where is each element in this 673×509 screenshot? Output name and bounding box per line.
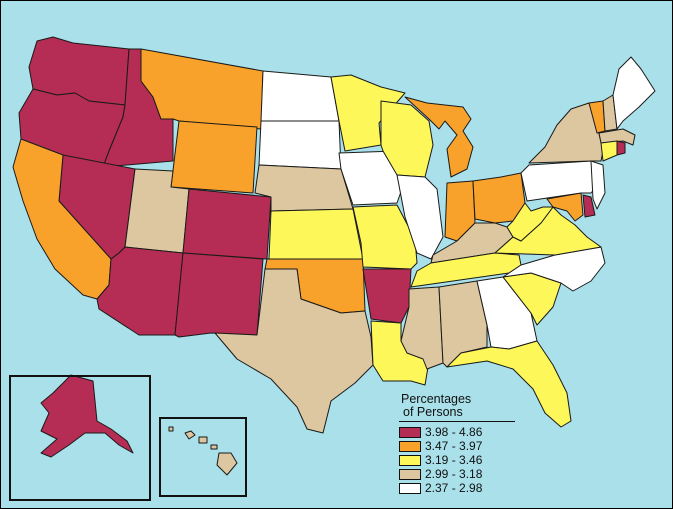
- state-ND: [260, 70, 340, 122]
- state-AK: [40, 374, 134, 458]
- state-RI: [616, 140, 626, 156]
- state-FL: [446, 340, 572, 428]
- legend: Percentages of Persons 3.98 - 4.86 3.47 …: [399, 393, 517, 495]
- legend-divider: [399, 421, 515, 422]
- state-MI: [404, 96, 474, 178]
- state-TN: [410, 252, 522, 288]
- legend-item: 3.19 - 3.46: [399, 453, 517, 467]
- legend-item: 2.99 - 3.18: [399, 467, 517, 481]
- state-WY: [170, 120, 258, 194]
- legend-label: 2.99 - 3.18: [425, 467, 483, 481]
- state-IL: [396, 174, 444, 260]
- legend-label: 3.98 - 4.86: [425, 425, 483, 439]
- state-HI: [168, 426, 238, 476]
- legend-title: Percentages of Persons: [399, 393, 517, 419]
- state-NC: [502, 246, 606, 292]
- state-PA: [520, 160, 600, 202]
- legend-label: 2.37 - 2.98: [425, 481, 483, 495]
- state-WV: [506, 202, 554, 242]
- legend-label: 3.19 - 3.46: [425, 453, 483, 467]
- legend-swatch: [399, 440, 421, 452]
- hawaii-inset-frame: [159, 417, 247, 497]
- legend-title-line2: of Persons: [403, 405, 463, 419]
- state-ME: [612, 56, 656, 130]
- legend-swatch: [399, 426, 421, 438]
- state-CA: [12, 138, 112, 300]
- legend-swatch: [399, 482, 421, 494]
- legend-item: 2.37 - 2.98: [399, 481, 517, 495]
- state-KS: [268, 208, 364, 260]
- legend-item: 3.98 - 4.86: [399, 425, 517, 439]
- legend-swatch: [399, 468, 421, 480]
- state-MO: [352, 204, 418, 270]
- state-CT: [600, 140, 618, 162]
- legend-swatch: [399, 454, 421, 466]
- state-MN: [330, 74, 406, 152]
- legend-label: 3.47 - 3.97: [425, 439, 483, 453]
- state-SD: [258, 120, 342, 170]
- state-NM: [174, 252, 264, 338]
- state-AR: [362, 268, 412, 324]
- legend-title-line1: Percentages: [401, 392, 472, 406]
- state-LA: [370, 320, 430, 386]
- state-NJ: [590, 160, 606, 210]
- legend-item: 3.47 - 3.97: [399, 439, 517, 453]
- alaska-inset-frame: [9, 375, 151, 501]
- state-TX: [214, 268, 374, 434]
- state-CO: [182, 188, 272, 260]
- state-DE: [582, 194, 596, 218]
